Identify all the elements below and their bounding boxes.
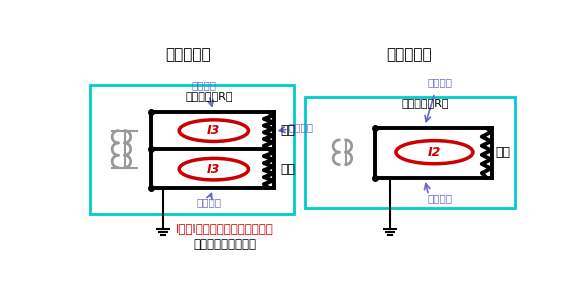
- Text: I3: I3: [207, 163, 221, 176]
- Text: 負荷: 負荷: [280, 124, 295, 137]
- Text: 単相３線式: 単相３線式: [166, 47, 211, 62]
- Text: 損失発生: 損失発生: [427, 78, 453, 88]
- Text: 送電線抵抗R２: 送電線抵抗R２: [401, 98, 449, 108]
- Text: 送電線抵抗R３: 送電線抵抗R３: [186, 91, 233, 100]
- Text: 負荷は電気の需要家: 負荷は電気の需要家: [193, 238, 256, 251]
- Text: 損失無し: 損失無し: [288, 122, 314, 132]
- Text: I２、I３は送電線を流れる電流: I２、I３は送電線を流れる電流: [176, 224, 273, 236]
- Text: 損失発生: 損失発生: [192, 81, 216, 91]
- Text: 負荷: 負荷: [496, 146, 510, 159]
- Text: I2: I2: [427, 146, 441, 159]
- Text: 負荷: 負荷: [280, 163, 295, 176]
- Text: 損失発生: 損失発生: [427, 193, 453, 203]
- Text: 損失発生: 損失発生: [197, 197, 222, 207]
- Bar: [90, 85, 294, 214]
- Text: I3: I3: [207, 124, 221, 137]
- Text: 単相２線式: 単相２線式: [387, 47, 432, 62]
- Bar: [305, 97, 515, 208]
